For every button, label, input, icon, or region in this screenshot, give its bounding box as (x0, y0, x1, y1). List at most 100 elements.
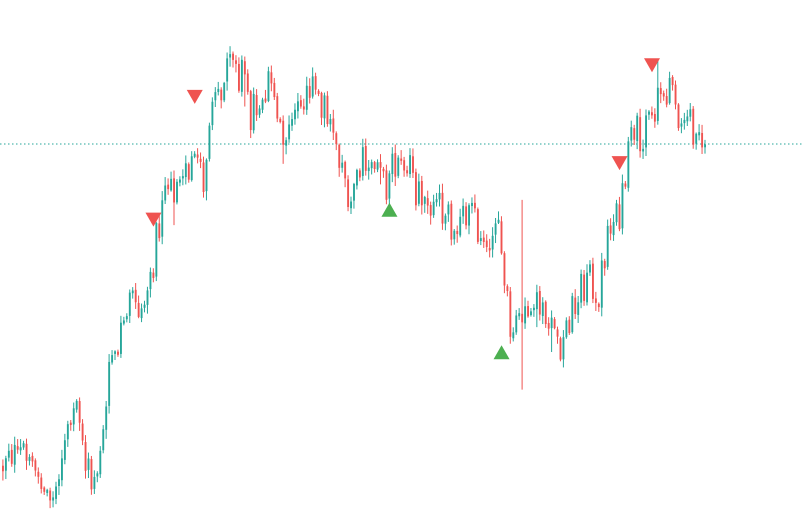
candle-body (450, 203, 453, 240)
candle-body (2, 465, 4, 472)
candle-up (645, 109, 647, 156)
candle-body (695, 133, 698, 144)
candle-body (78, 401, 81, 423)
candle-body (19, 447, 22, 451)
candle-body (40, 477, 43, 489)
candle-body (624, 183, 627, 187)
candle-up (524, 297, 527, 329)
candle-body (606, 225, 609, 267)
candle-up (105, 400, 108, 439)
candle-up (621, 174, 624, 235)
candle-body (31, 455, 34, 462)
candle-up (683, 112, 686, 130)
signal-markers-layer (145, 58, 660, 360)
candle-up (530, 308, 532, 317)
candle-body (267, 71, 270, 102)
candle-body (196, 154, 199, 158)
candle-up (28, 454, 31, 466)
candle-down (583, 269, 586, 306)
candle-up (600, 252, 603, 317)
candle-up (642, 139, 645, 159)
candle-down (167, 178, 170, 195)
candle-down (282, 115, 285, 164)
candle-down (544, 300, 547, 328)
candle-body (524, 306, 527, 324)
candle-body (258, 108, 261, 115)
candle-body (28, 457, 31, 461)
candle-down (592, 257, 594, 304)
candle-body (317, 90, 320, 94)
candle-down (639, 108, 642, 158)
candle-up (305, 76, 308, 115)
candle-body (512, 332, 515, 339)
candle-body (441, 192, 444, 224)
candle-body (692, 108, 695, 145)
candle-down (37, 467, 40, 484)
candle-up (353, 182, 355, 209)
candle-body (662, 93, 665, 97)
candle-down (662, 90, 665, 101)
candle-body (131, 290, 134, 294)
candle-body (120, 322, 122, 354)
candle-up (214, 87, 217, 107)
candle-up (217, 81, 220, 96)
candle-body (305, 85, 308, 110)
candle-body (255, 95, 258, 116)
candle-down (547, 317, 550, 336)
candle-down (299, 95, 302, 109)
candle-body (52, 497, 55, 501)
candle-down (235, 55, 237, 73)
candle-down (482, 230, 485, 248)
candle-down (476, 207, 479, 245)
candle-body (403, 160, 406, 171)
candle-down (279, 117, 282, 124)
candle-body (515, 315, 518, 333)
candle-body (527, 306, 529, 317)
candle-body (506, 286, 509, 292)
candle-body (16, 446, 19, 450)
candle-down (137, 295, 140, 319)
candle-body (600, 260, 603, 308)
candle-body (633, 128, 636, 140)
candle-body (152, 272, 155, 278)
candle-body (69, 422, 72, 425)
candle-down (556, 326, 559, 344)
candle-body (46, 489, 49, 493)
candle-up (704, 139, 706, 154)
candle-down (692, 106, 695, 149)
candle-body (202, 162, 205, 192)
candle-body (238, 63, 240, 91)
candle-body (668, 77, 671, 104)
sell-signal-marker (644, 58, 660, 73)
candle-up (627, 136, 630, 192)
candle-body (373, 162, 376, 170)
candle-up (58, 474, 60, 495)
candle-up (468, 203, 470, 235)
candle-body (229, 54, 232, 58)
candle-down (412, 148, 414, 179)
candle-up (686, 109, 689, 126)
candle-body (645, 115, 647, 148)
candle-body (108, 361, 111, 406)
candle-down (488, 238, 491, 258)
candle-down (202, 156, 205, 198)
candle-body (10, 449, 13, 464)
candle-down (527, 300, 529, 318)
candle-body (341, 162, 344, 168)
candle-body (574, 297, 577, 315)
candle-body (99, 450, 102, 475)
candle-body (459, 216, 462, 236)
candle-body (128, 292, 131, 316)
candle-down (326, 91, 329, 127)
candle-body (429, 205, 432, 216)
candle-body (653, 113, 656, 122)
candle-down (152, 268, 155, 283)
candle-down (332, 109, 335, 141)
candle-body (615, 203, 618, 223)
candle-body (137, 302, 140, 317)
candle-body (689, 109, 692, 117)
candle-up (397, 155, 400, 179)
candle-up (267, 66, 270, 103)
candle-body (541, 302, 544, 317)
candle-body (273, 82, 276, 98)
